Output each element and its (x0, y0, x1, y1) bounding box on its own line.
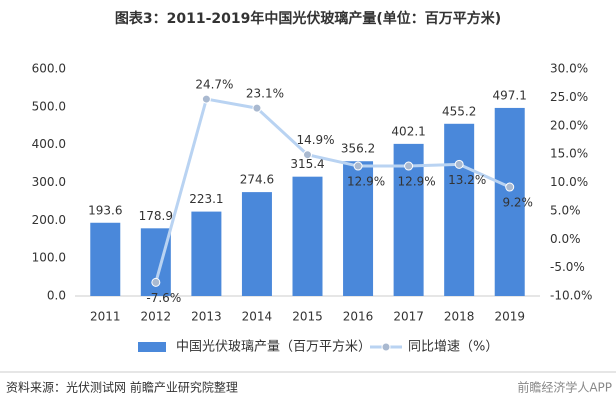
y-tick-label: 600.0 (32, 62, 66, 76)
source: 资料来源：光伏测试网 前瞻产业研究院整理 (6, 380, 238, 395)
line-point (454, 159, 464, 169)
line-point (201, 94, 211, 104)
legend-swatch (138, 342, 166, 352)
y-tick-label: 200.0 (32, 213, 66, 227)
x-tick-label: 2011 (90, 310, 121, 324)
line-label: 23.1% (246, 87, 284, 101)
line-label: 12.9% (398, 175, 436, 189)
y2-tick-label: 25.0% (550, 90, 588, 104)
x-tick-label: 2016 (343, 310, 374, 324)
line-label: -7.6% (146, 291, 181, 305)
bar (241, 192, 272, 296)
y-tick-label: 0.0 (47, 289, 66, 303)
y-tick-label: 100.0 (32, 251, 66, 265)
bar-label: 455.2 (442, 104, 476, 118)
chart-title: 图表3：2011-2019年中国光伏玻璃产量(单位：百万平方米) (115, 10, 501, 27)
line-label: 13.2% (448, 173, 486, 187)
bar-label: 274.6 (240, 173, 274, 187)
y2-tick-label: 0.0% (550, 232, 581, 246)
line-point (404, 161, 414, 171)
bar (292, 176, 323, 296)
bar-label: 315.4 (290, 157, 324, 171)
y2-tick-label: 30.0% (550, 62, 588, 76)
bar-label: 402.1 (391, 124, 425, 138)
bar-label: 223.1 (189, 192, 223, 206)
y2-tick-label: 15.0% (550, 147, 588, 161)
brand: 前瞻经济学人APP (517, 380, 612, 395)
bar-label: 178.9 (139, 209, 173, 223)
legend-label: 同比增速（%） (408, 340, 498, 355)
line-label: 9.2% (502, 196, 533, 210)
line-point (151, 277, 161, 287)
legend-swatch (381, 342, 391, 352)
x-tick-label: 2014 (242, 310, 273, 324)
bar-label: 193.6 (88, 203, 122, 217)
line-label: 14.9% (296, 133, 334, 147)
line-label: 12.9% (347, 175, 385, 189)
line-point (505, 182, 515, 192)
bar (191, 211, 222, 296)
bar (444, 123, 475, 296)
y2-tick-label: -5.0% (550, 260, 585, 274)
legend-label: 中国光伏玻璃产量（百万平方米） (176, 339, 371, 355)
x-tick-label: 2013 (191, 310, 222, 324)
line (154, 97, 511, 283)
bar-label: 356.2 (341, 142, 375, 156)
y2-tick-label: 10.0% (550, 175, 588, 189)
x-tick-label: 2019 (494, 310, 525, 324)
y2-tick-label: 20.0% (550, 118, 588, 132)
line-label: 24.7% (195, 78, 233, 92)
line-point (252, 103, 262, 113)
x-tick-label: 2012 (141, 310, 172, 324)
bar (343, 161, 374, 296)
y-tick-label: 500.0 (32, 99, 66, 113)
y-tick-label: 300.0 (32, 175, 66, 189)
line-point (353, 161, 363, 171)
y-tick-label: 400.0 (32, 137, 66, 151)
bar-label: 497.1 (493, 88, 527, 102)
bar (494, 107, 525, 296)
x-tick-label: 2015 (292, 310, 323, 324)
y2-tick-label: -10.0% (550, 289, 592, 303)
x-tick-label: 2017 (393, 310, 424, 324)
line-point (303, 150, 312, 160)
y2-tick-label: 5.0% (550, 203, 581, 217)
x-tick-label: 2018 (444, 310, 475, 324)
bar (90, 222, 121, 296)
